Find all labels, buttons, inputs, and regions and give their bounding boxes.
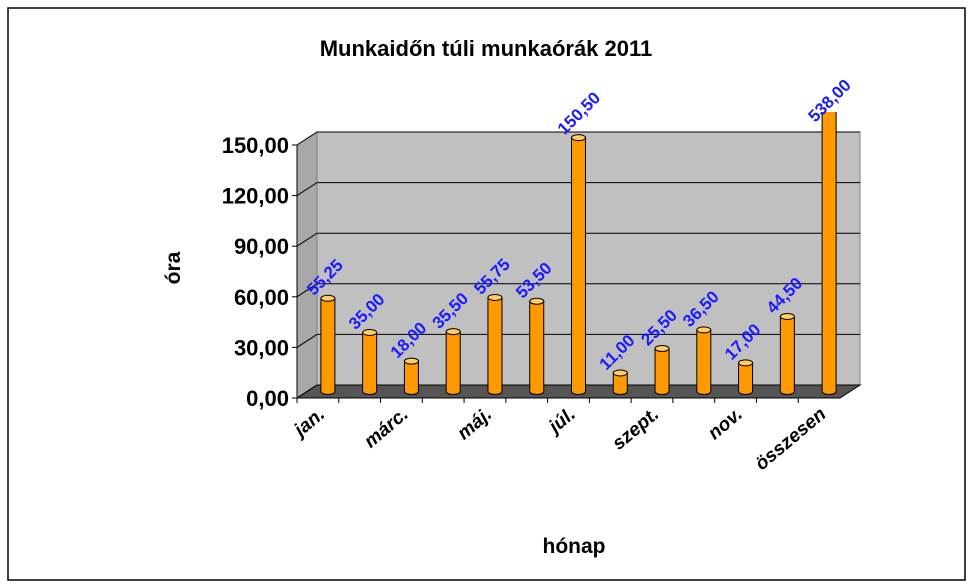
bar-body — [654, 347, 670, 395]
bar — [529, 297, 545, 395]
y-axis-title: óra — [162, 251, 185, 284]
bar-top — [696, 326, 712, 334]
bar-body — [320, 297, 336, 395]
y-tick-label: 60,00 — [234, 285, 289, 310]
bar-body — [696, 329, 712, 395]
bar-top — [612, 369, 628, 377]
bar — [612, 369, 628, 395]
bar-body — [738, 362, 754, 395]
y-tick-label: 30,00 — [234, 335, 289, 360]
bar — [320, 294, 336, 395]
bar-top — [529, 297, 545, 305]
bar — [654, 344, 670, 395]
grid-line — [296, 182, 860, 197]
bar-body — [445, 331, 461, 395]
bar-top — [779, 312, 795, 320]
grid-line — [296, 232, 860, 247]
bar — [445, 328, 461, 395]
bar — [696, 326, 712, 395]
bar-body — [779, 315, 795, 395]
bar-top — [738, 359, 754, 367]
chart-title: Munkaidőn túli munkaórák 2011 — [320, 36, 653, 61]
bar-top — [362, 328, 378, 336]
bar-top — [445, 328, 461, 336]
bar-body — [487, 296, 503, 395]
grid-line — [296, 384, 860, 399]
y-tick-label: 90,00 — [234, 234, 289, 259]
y-tick-label: 0,00 — [246, 386, 289, 411]
grid-line — [296, 283, 860, 298]
bar — [779, 312, 795, 395]
bars — [320, 112, 837, 395]
bar-top — [403, 357, 419, 365]
side-wall — [296, 131, 318, 399]
x-axis-title: hónap — [543, 535, 606, 558]
grid-line — [296, 131, 860, 146]
bar-top — [487, 293, 503, 301]
bar-body — [403, 360, 419, 395]
bar-body — [571, 137, 586, 395]
bar — [362, 328, 378, 395]
bar — [403, 357, 419, 395]
y-tick-label: 150,00 — [222, 133, 289, 158]
bar — [738, 359, 754, 395]
bar-body — [612, 372, 628, 395]
y-tick-label: 120,00 — [222, 184, 289, 209]
bar-top — [320, 294, 336, 302]
bar — [571, 134, 586, 395]
bar — [487, 293, 503, 395]
bar-top — [571, 134, 586, 142]
bar-body — [362, 331, 378, 395]
bar — [821, 112, 837, 395]
bar-body — [529, 300, 545, 395]
bar-top — [654, 344, 670, 352]
grid-line — [296, 333, 860, 348]
bar-body — [821, 112, 837, 395]
